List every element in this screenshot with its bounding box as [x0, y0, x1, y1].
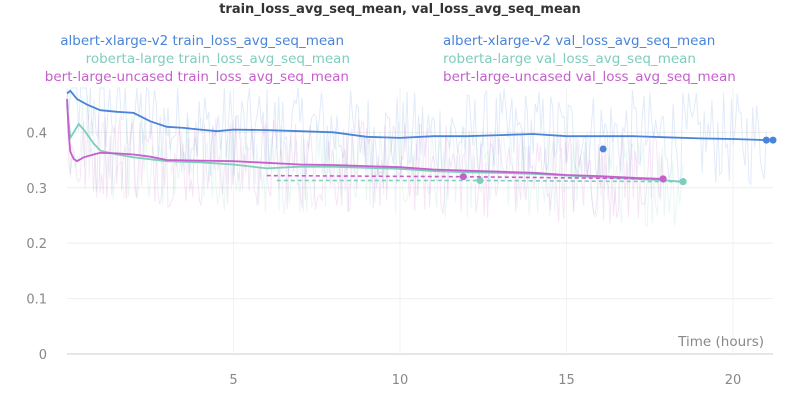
- x-tick-label: 20: [725, 373, 742, 388]
- series-point[interactable]: [459, 173, 467, 181]
- series-line[interactable]: [66, 99, 664, 180]
- x-tick-label: 10: [392, 373, 409, 388]
- series-point[interactable]: [476, 177, 484, 185]
- legend-entry-albert-val[interactable]: albert-xlarge-v2 val_loss_avg_seq_mean: [443, 33, 715, 49]
- y-tick-label: 0.3: [26, 182, 47, 197]
- raw-noise-band: [66, 86, 767, 186]
- legend-entry-bert-train[interactable]: bert-large-uncased train_loss_avg_seq_me…: [45, 69, 349, 85]
- legend-entry-bert-val[interactable]: bert-large-uncased val_loss_avg_seq_mean: [443, 69, 736, 85]
- y-tick-label: 0.1: [26, 293, 47, 308]
- legend-entry-roberta-val[interactable]: roberta-large val_loss_avg_seq_mean: [443, 51, 696, 67]
- series-point[interactable]: [599, 145, 607, 153]
- series-end-point[interactable]: [762, 136, 770, 144]
- grid: [67, 88, 773, 355]
- legend-entry-albert-train[interactable]: albert-xlarge-v2 train_loss_avg_seq_mean: [60, 33, 344, 49]
- raw-noise-band: [66, 94, 664, 224]
- series-end-point[interactable]: [659, 175, 667, 183]
- series-line[interactable]: [66, 89, 767, 141]
- legend: albert-xlarge-v2 train_loss_avg_seq_mean…: [45, 33, 736, 85]
- x-tick-label: 15: [558, 373, 575, 388]
- tick-labels: 0 0.1 0.2 0.3 0.4 5 10 15 20: [26, 126, 741, 388]
- y-tick-label: 0.2: [26, 237, 47, 252]
- series-end-point[interactable]: [679, 178, 687, 186]
- x-axis-label: Time (hours): [677, 334, 764, 350]
- y-tick-label: 0: [39, 348, 47, 363]
- legend-entry-roberta-train[interactable]: roberta-large train_loss_avg_seq_mean: [86, 51, 350, 67]
- x-tick-label: 5: [229, 373, 237, 388]
- raw-noise-bands: [66, 86, 767, 228]
- chart-title: train_loss_avg_seq_mean, val_loss_avg_se…: [219, 2, 581, 17]
- series-layer: [66, 89, 777, 186]
- series-point[interactable]: [769, 136, 777, 144]
- y-tick-label: 0.4: [26, 126, 47, 141]
